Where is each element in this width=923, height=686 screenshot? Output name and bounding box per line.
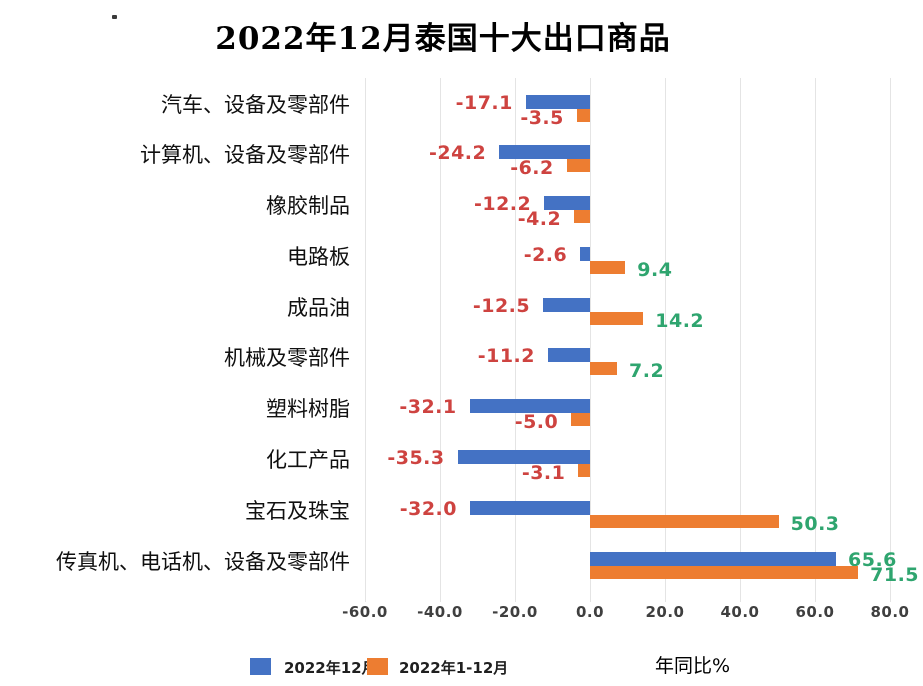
value-label: -2.6 (523, 243, 568, 266)
bar-jan-dec-2022 (590, 514, 779, 528)
value-label: -24.2 (428, 142, 487, 165)
bar-dec-2022 (525, 94, 590, 109)
x-tick-label: 0.0 (575, 603, 605, 621)
chart-title: 2022年12月泰国十大出口商品 (215, 21, 671, 57)
bar-dec-2022 (544, 196, 590, 211)
bar-jan-dec-2022 (590, 565, 859, 579)
x-tick-label: -40.0 (417, 603, 463, 621)
bar-dec-2022 (580, 246, 590, 261)
category-label: 机械及零部件 (224, 346, 350, 371)
bar-dec-2022 (470, 500, 590, 515)
bar-dec-2022 (590, 551, 836, 566)
bar-dec-2022 (469, 399, 590, 414)
value-label: -32.0 (399, 497, 457, 520)
legend-label-jan-dec-2022: 2022年1-12月 (399, 659, 509, 677)
value-label: 7.2 (629, 360, 665, 383)
gridline (589, 78, 591, 602)
value-label: -12.2 (473, 193, 532, 216)
legend-label-dec-2022: 2022年12月 (284, 659, 377, 677)
bar-dec-2022 (499, 145, 590, 160)
x-tick-label: -60.0 (342, 603, 388, 621)
value-label: 65.6 (848, 548, 897, 571)
gridline (814, 78, 816, 602)
bar-jan-dec-2022 (574, 210, 590, 224)
x-tick-label: 20.0 (645, 603, 685, 621)
value-label: -3.1 (521, 461, 566, 484)
value-label: -5.0 (514, 411, 559, 434)
category-label: 传真机、电话机、设备及零部件 (56, 549, 350, 574)
category-label: 电路板 (287, 244, 350, 269)
x-tick-label: -20.0 (492, 603, 538, 621)
value-label: -6.2 (510, 157, 554, 180)
value-label: 9.4 (637, 258, 673, 281)
value-label: -11.2 (477, 345, 535, 368)
bar-jan-dec-2022 (566, 159, 590, 173)
x-axis-unit-label: 年同比% (655, 655, 731, 677)
x-tick-label: 40.0 (720, 603, 760, 621)
bar-jan-dec-2022 (590, 260, 626, 274)
bar-jan-dec-2022 (576, 108, 590, 122)
x-tick-label: 80.0 (870, 603, 910, 621)
bar-dec-2022 (548, 348, 590, 363)
value-label: -4.2 (517, 208, 562, 231)
x-tick-label: 60.0 (795, 603, 835, 621)
bar-jan-dec-2022 (571, 413, 590, 427)
bar-dec-2022 (543, 297, 590, 312)
value-label: -3.5 (520, 106, 564, 129)
value-label: 71.5 (870, 563, 920, 586)
bar-jan-dec-2022 (578, 463, 590, 477)
gridline (739, 78, 741, 602)
gridline (364, 78, 366, 602)
value-label: -17.1 (455, 91, 513, 114)
screenshot-artifact-dot (112, 15, 117, 19)
bar-jan-dec-2022 (590, 362, 617, 376)
legend-swatch-jan-dec-2022 (367, 658, 388, 675)
gridline (514, 78, 516, 602)
value-label: -32.1 (399, 396, 457, 419)
value-label: 50.3 (790, 512, 840, 535)
value-label: -35.3 (387, 446, 445, 469)
value-label: -12.5 (472, 294, 531, 317)
category-label: 成品油 (287, 295, 350, 320)
bar-dec-2022 (457, 449, 590, 464)
category-label: 计算机、设备及零部件 (140, 143, 350, 168)
category-label: 汽车、设备及零部件 (161, 92, 350, 117)
legend-swatch-dec-2022 (250, 658, 271, 675)
value-label: 14.2 (655, 309, 705, 332)
category-label: 塑料树脂 (266, 397, 350, 422)
category-label: 宝石及珠宝 (245, 498, 350, 523)
gridline (439, 78, 441, 602)
bar-jan-dec-2022 (590, 311, 644, 325)
gridline (664, 78, 666, 602)
gridline (889, 78, 891, 602)
category-label: 化工产品 (266, 447, 350, 472)
category-label: 橡胶制品 (266, 194, 350, 219)
